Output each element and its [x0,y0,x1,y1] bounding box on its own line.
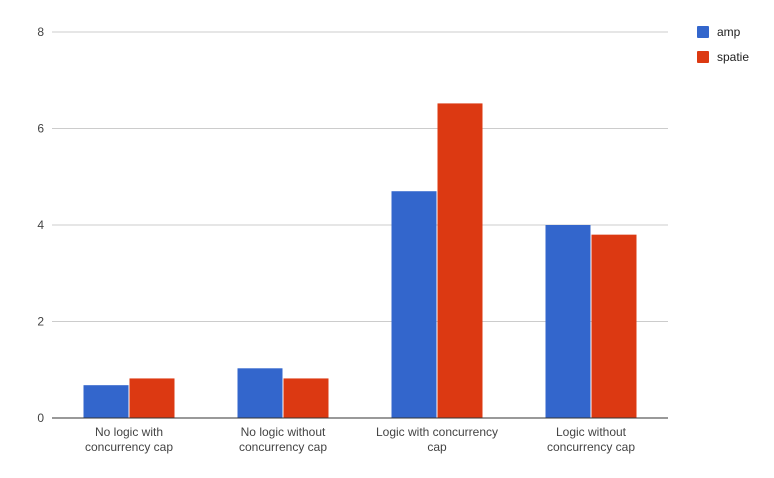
y-tick-label: 0 [37,411,44,425]
legend-item-amp[interactable]: amp [697,25,741,39]
bar-spatie-0[interactable] [129,378,175,418]
x-category-label: concurrency cap [547,440,635,454]
bar-spatie-1[interactable] [283,378,329,418]
x-category-label: Logic with concurrency [376,425,498,439]
y-tick-label: 2 [37,315,44,329]
x-category-label: No logic with [95,425,163,439]
bar-spatie-2[interactable] [437,103,483,418]
bar-spatie-3[interactable] [591,234,637,418]
legend[interactable]: amp spatie [697,25,749,64]
x-category-label: cap [427,440,447,454]
bars [83,103,637,418]
x-category-label: concurrency cap [85,440,173,454]
bar-amp-1[interactable] [237,368,283,418]
x-category-label: concurrency cap [239,440,327,454]
y-tick-label: 8 [37,25,44,39]
bar-amp-0[interactable] [83,385,129,418]
y-tick-label: 4 [37,218,44,232]
y-axis-tick-labels: 0 2 4 6 8 [37,25,44,425]
legend-label: spatie [717,50,749,64]
y-tick-label: 6 [37,122,44,136]
x-category-label: No logic without [241,425,326,439]
bar-amp-3[interactable] [545,225,591,418]
bar-amp-2[interactable] [391,191,437,418]
legend-swatch [697,26,709,38]
legend-swatch [697,51,709,63]
legend-item-spatie[interactable]: spatie [697,50,749,64]
legend-label: amp [717,25,741,39]
x-category-label: Logic without [556,425,627,439]
